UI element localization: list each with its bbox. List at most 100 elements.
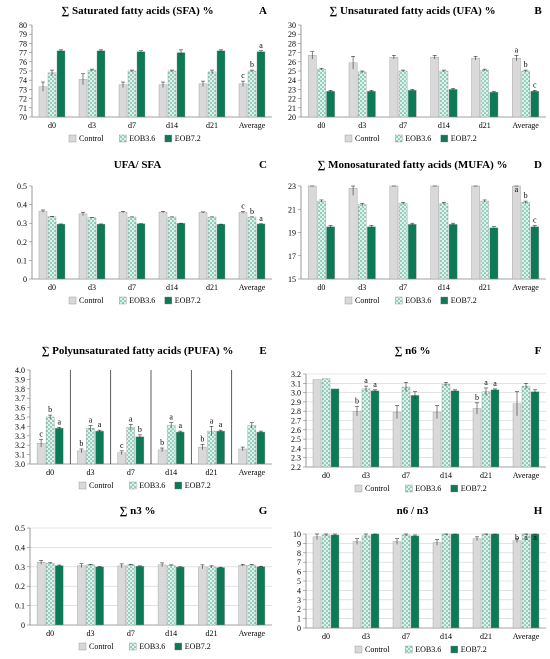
y-tick-label: 0.5 bbox=[15, 524, 25, 533]
legend-swatch bbox=[395, 134, 403, 143]
significance-letter: a bbox=[178, 421, 182, 430]
legend-swatch bbox=[440, 134, 448, 143]
x-tick-label: d14 bbox=[166, 121, 178, 130]
y-tick-label: 3.2 bbox=[15, 441, 25, 450]
x-tick-label: d0 bbox=[48, 121, 56, 130]
significance-letter: a bbox=[219, 420, 223, 429]
bar-eob72 bbox=[176, 223, 186, 280]
bar-eob72 bbox=[256, 223, 266, 280]
bar-control bbox=[348, 62, 358, 118]
legend-swatch bbox=[405, 645, 413, 654]
bar-eob36 bbox=[317, 200, 326, 280]
y-tick-label: 10 bbox=[293, 530, 301, 539]
significance-letter: b bbox=[160, 438, 164, 447]
x-tick-label: d14 bbox=[438, 283, 450, 292]
bar-eob36 bbox=[481, 533, 491, 629]
chart-panel-b: ∑ Unsaturated fatty acids (UFA) % B 202122… bbox=[288, 5, 546, 143]
significance-letter: b bbox=[250, 60, 254, 69]
y-tick-label: 17 bbox=[288, 252, 296, 261]
bar-control bbox=[238, 212, 248, 280]
y-tick-label: 74 bbox=[19, 76, 27, 85]
bar-eob36 bbox=[441, 533, 451, 629]
legend-swatch bbox=[450, 484, 458, 493]
bar-control bbox=[512, 185, 521, 280]
chart-title: ∑ n6 % bbox=[395, 345, 431, 357]
x-tick-label: Average bbox=[239, 468, 266, 477]
bar-control bbox=[307, 185, 317, 280]
y-tick-label: 0.3 bbox=[15, 563, 25, 572]
y-tick-label: 3 bbox=[297, 596, 301, 605]
bar-eob36 bbox=[247, 216, 257, 280]
significance-letter: a bbox=[210, 416, 214, 425]
chart-panel-g: ∑ n3 % G 0 0.1 0.2 0.3 0.4 0.5 d0 d3 d7 d14 d21 Avera… bbox=[15, 505, 272, 651]
bar-eob72 bbox=[489, 227, 499, 280]
bar-eob36 bbox=[398, 70, 408, 118]
bar-eob72 bbox=[175, 431, 185, 465]
x-tick-label: Average bbox=[239, 121, 266, 130]
y-tick-label: 2.8 bbox=[291, 407, 301, 416]
y-tick-label: 15 bbox=[288, 275, 296, 284]
x-tick-label: d3 bbox=[358, 121, 366, 130]
y-tick-label: 2 bbox=[297, 605, 301, 614]
bar-eob36 bbox=[167, 70, 177, 118]
bar-eob72 bbox=[450, 533, 460, 629]
x-tick-label: d7 bbox=[127, 468, 135, 477]
bar-eob72 bbox=[410, 395, 420, 468]
x-tick-label: d7 bbox=[399, 283, 407, 292]
x-tick-label: d0 bbox=[322, 632, 330, 641]
y-tick-label: 1 bbox=[297, 615, 301, 624]
significance-letter: a bbox=[484, 378, 488, 387]
bar-eob36 bbox=[166, 565, 176, 626]
bar-control bbox=[432, 411, 442, 468]
y-tick-label: 76 bbox=[19, 58, 27, 67]
bar-eob36 bbox=[247, 564, 257, 626]
legend-label: Control bbox=[365, 484, 390, 493]
y-tick-label: 73 bbox=[19, 85, 27, 94]
y-tick-label: 21 bbox=[288, 205, 296, 214]
significance-letter: b bbox=[250, 207, 254, 216]
bar-eob36 bbox=[47, 216, 57, 280]
y-tick-label: 2.3 bbox=[291, 454, 301, 463]
bar-eob72 bbox=[216, 50, 226, 118]
y-tick-label: 29 bbox=[288, 30, 296, 39]
significance-letter: c bbox=[120, 441, 124, 450]
bar-eob36 bbox=[361, 535, 371, 629]
significance-letter: a bbox=[493, 379, 497, 388]
bar-eob72 bbox=[136, 223, 146, 280]
significance-letter: c bbox=[533, 80, 537, 89]
x-tick-label: d3 bbox=[362, 632, 370, 641]
bar-eob72 bbox=[450, 390, 460, 468]
bar-eob72 bbox=[175, 566, 185, 626]
x-tick-label: d7 bbox=[402, 471, 410, 480]
significance-letter: a bbox=[364, 376, 368, 385]
chart-title: UFA/ SFA bbox=[114, 159, 162, 171]
x-tick-label: d21 bbox=[206, 121, 218, 130]
chart-title: ∑ Unsaturated fatty acids (UFA) % bbox=[329, 5, 495, 17]
bar-control bbox=[238, 83, 248, 118]
bar-eob72 bbox=[176, 52, 186, 118]
bar-control bbox=[158, 211, 168, 280]
bar-control bbox=[38, 210, 48, 280]
x-tick-label: d3 bbox=[87, 629, 95, 638]
bar-control bbox=[471, 57, 480, 118]
x-tick-label: d7 bbox=[402, 632, 410, 641]
y-tick-label: 70 bbox=[19, 113, 27, 122]
legend-label: EOB3.6 bbox=[405, 296, 431, 305]
y-tick-label: 78 bbox=[19, 39, 27, 48]
bar-eob36 bbox=[439, 70, 449, 118]
bar-eob72 bbox=[216, 567, 225, 626]
y-tick-label: 0 bbox=[297, 624, 301, 633]
legend-swatch bbox=[440, 296, 448, 305]
x-tick-label: d14 bbox=[438, 121, 450, 130]
legend-swatch bbox=[354, 645, 363, 654]
bar-eob36 bbox=[127, 70, 137, 118]
legend-label: EOB7.2 bbox=[461, 484, 487, 493]
y-tick-label: 27 bbox=[288, 49, 296, 58]
x-tick-label: d7 bbox=[128, 121, 136, 130]
legend-label: Control bbox=[355, 134, 380, 143]
significance-letter: b bbox=[524, 60, 528, 69]
y-tick-label: 23 bbox=[288, 182, 296, 191]
chart-title: ∑ Saturated fatty acids (SFA) % bbox=[61, 5, 213, 17]
y-tick-label: 22 bbox=[288, 95, 296, 104]
